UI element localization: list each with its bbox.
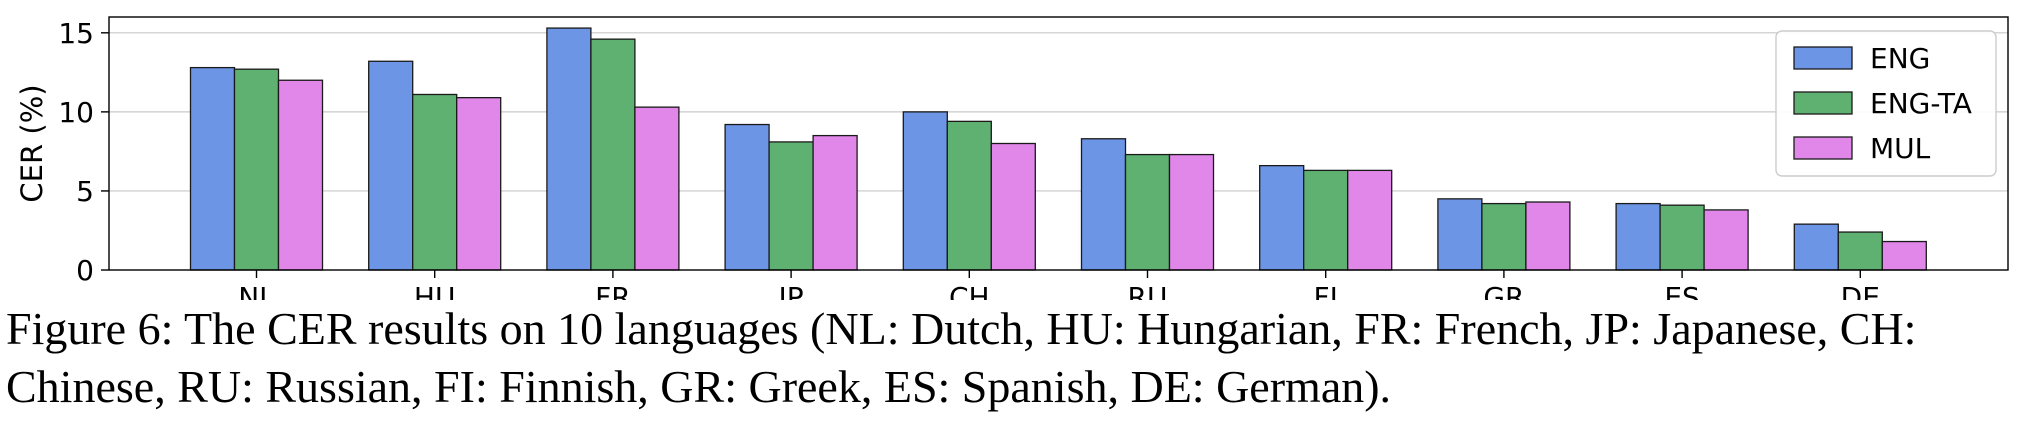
bar-eng-ru	[1080, 138, 1127, 271]
bar-mul-es	[1703, 209, 1749, 271]
bar-mul-nl	[277, 79, 324, 271]
x-tick-label: NL	[238, 281, 275, 300]
y-axis-ticks: 0 5 10 15	[58, 17, 109, 287]
bar-mul-jp	[812, 134, 858, 271]
x-tick-label: DE	[1841, 281, 1880, 300]
bar-eng-de	[1793, 223, 1839, 271]
bar-mul-fr	[634, 106, 680, 271]
y-tick-label: 10	[58, 96, 94, 129]
legend-swatch-eng	[1793, 46, 1853, 70]
bar-eng-ta-jp	[768, 141, 814, 271]
bar-eng-ta-ch	[946, 120, 992, 271]
legend: ENG ENG-TA MUL	[1775, 30, 1997, 177]
bar-eng-ta-es	[1659, 204, 1705, 271]
legend-label-mul: MUL	[1870, 132, 1931, 165]
bar-mul-ch	[990, 142, 1036, 271]
x-tick-label: CH	[949, 281, 990, 300]
x-tick-label: FR	[595, 281, 631, 300]
bar-eng-ch	[902, 111, 948, 271]
y-tick-label: 15	[58, 17, 94, 50]
x-axis-ticks: NL HU FR JP CH RU FI GR ES DE	[238, 270, 1880, 300]
bar-eng-fi	[1259, 164, 1305, 271]
legend-label-eng: ENG	[1870, 42, 1930, 75]
legend-swatch-eng-ta	[1793, 91, 1853, 115]
bar-mul-hu	[456, 96, 502, 271]
bar-eng-ta-de	[1837, 231, 1883, 271]
bars	[189, 27, 1927, 271]
y-tick-label: 0	[76, 254, 94, 287]
bar-mul-de	[1881, 240, 1927, 271]
bar-eng-gr	[1437, 198, 1483, 271]
bar-eng-es	[1615, 202, 1661, 271]
bar-eng-nl	[189, 66, 236, 271]
x-tick-label: HU	[414, 281, 456, 300]
bar-eng-ta-nl	[233, 68, 280, 271]
x-tick-label: RU	[1128, 281, 1168, 300]
x-tick-label: JP	[777, 281, 804, 300]
bar-eng-hu	[368, 60, 414, 271]
legend-label-eng-ta: ENG-TA	[1870, 87, 1972, 120]
bar-eng-jp	[724, 123, 770, 271]
bar-eng-ta-fr	[590, 38, 636, 271]
x-tick-label: ES	[1664, 281, 1699, 300]
bar-mul-fi	[1347, 169, 1393, 271]
bar-mul-gr	[1525, 201, 1571, 271]
plot-frame	[108, 16, 2009, 271]
bar-eng-ta-gr	[1481, 202, 1527, 271]
legend-swatch-mul	[1793, 136, 1853, 160]
x-tick-label: FI	[1314, 281, 1338, 300]
bar-mul-ru	[1168, 153, 1215, 271]
bar-eng-ta-ru	[1124, 153, 1171, 271]
bar-eng-ta-fi	[1303, 169, 1349, 271]
y-tick-label: 5	[76, 175, 94, 208]
bar-eng-fr	[546, 27, 592, 271]
bar-eng-ta-hu	[412, 93, 458, 271]
figure-caption: Figure 6: The CER results on 10 language…	[6, 303, 1917, 412]
x-tick-label: GR	[1483, 281, 1524, 300]
y-axis-label: CER (%)	[15, 84, 49, 202]
